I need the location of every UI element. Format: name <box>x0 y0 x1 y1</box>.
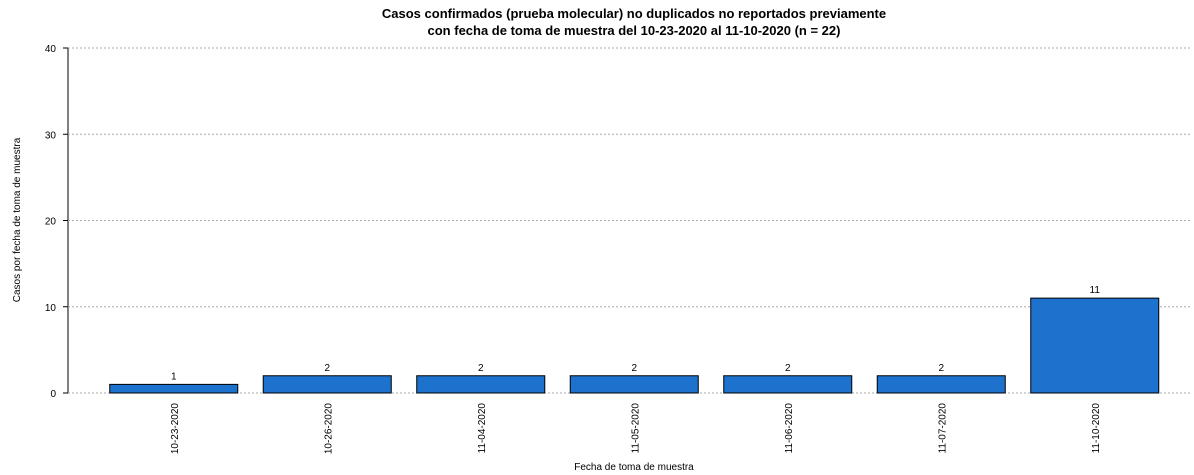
bar <box>1030 297 1160 394</box>
chart-title: Casos confirmados (prueba molecular) no … <box>382 6 886 21</box>
value-label: 2 <box>938 363 944 374</box>
x-tick-label: 11-10-2020 <box>1091 403 1102 454</box>
bar <box>416 375 546 394</box>
value-label: 2 <box>631 363 637 374</box>
bar <box>262 375 392 394</box>
y-tick-label: 10 <box>45 303 57 314</box>
value-label: 2 <box>785 363 791 374</box>
bar <box>876 375 1006 394</box>
chart-title: con fecha de toma de muestra del 10-23-2… <box>428 23 841 38</box>
y-tick-label: 40 <box>45 44 57 55</box>
y-tick-label: 30 <box>45 130 57 141</box>
x-tick-label: 11-07-2020 <box>937 403 948 454</box>
x-tick-label: 10-23-2020 <box>170 403 181 455</box>
value-label: 2 <box>478 363 484 374</box>
value-label: 11 <box>1090 285 1101 296</box>
bar <box>109 383 239 394</box>
x-axis-label: Fecha de toma de muestra <box>574 462 694 473</box>
bar <box>723 375 853 394</box>
y-tick-label: 0 <box>50 389 56 400</box>
x-tick-label: 11-05-2020 <box>630 403 641 454</box>
bar <box>569 375 699 394</box>
value-label: 2 <box>324 363 330 374</box>
x-tick-label: 10-26-2020 <box>323 403 334 455</box>
y-tick-label: 20 <box>45 217 57 228</box>
value-label: 1 <box>171 371 177 382</box>
x-tick-label: 11-04-2020 <box>477 403 488 454</box>
y-axis-label: Casos por fecha de toma de muestra <box>12 137 23 302</box>
x-tick-label: 11-06-2020 <box>784 403 795 454</box>
